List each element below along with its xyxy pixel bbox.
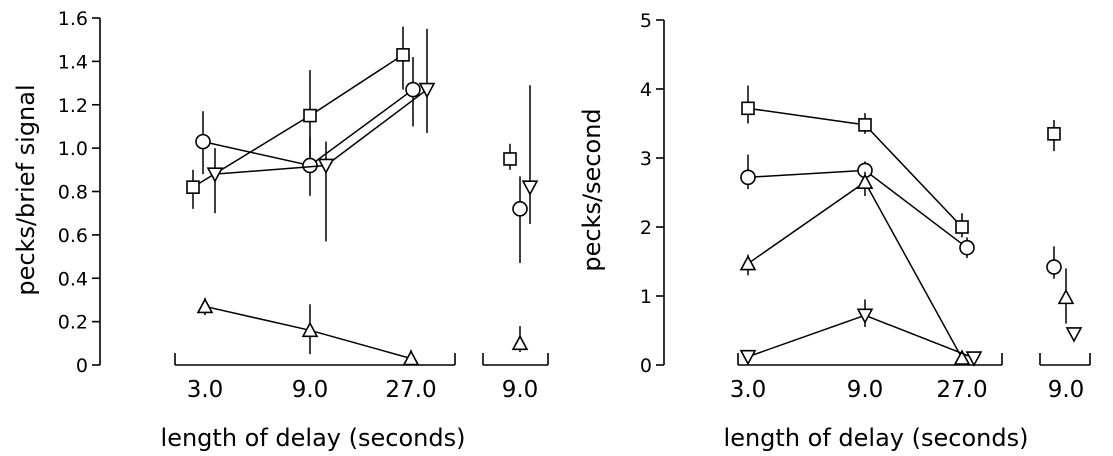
triangle-up-marker: [511, 334, 529, 351]
y-tick-label: 1.6: [58, 8, 88, 30]
square-marker: [955, 220, 969, 234]
circle-marker: [1046, 259, 1062, 275]
y-tick-label: 4: [640, 79, 652, 101]
triangle-up-marker: [1057, 288, 1075, 305]
y-tick-label: 1.4: [58, 51, 88, 73]
triangle-up-marker: [301, 321, 319, 338]
y-tick-label: 5: [640, 10, 652, 32]
y-tick-label: 1: [640, 286, 652, 308]
triangle-down-marker: [206, 167, 224, 183]
square-marker: [858, 118, 872, 132]
circle-marker: [405, 81, 421, 98]
series-line: [747, 169, 968, 249]
square-marker: [741, 101, 755, 116]
series-line: [202, 88, 414, 167]
y-tick-label: 0.2: [58, 312, 88, 334]
triangle-down-marker: [965, 351, 983, 367]
right-panel: pecks/second length of delay (seconds) 0…: [578, 10, 1091, 452]
square-marker: [186, 180, 200, 194]
triangle-up-marker: [402, 349, 420, 366]
y-tick-label: 0: [76, 355, 88, 377]
circle-marker: [959, 239, 975, 256]
y-tick-label: 1.0: [58, 138, 88, 160]
x-tick-label: 27.0: [385, 377, 436, 403]
triangle-down-marker: [739, 349, 757, 366]
square-marker: [503, 152, 517, 166]
x-tick-label: 9.0: [847, 377, 884, 403]
series-line: [747, 314, 975, 359]
y-tick-label: 0: [640, 355, 652, 377]
left-panel: pecks/brief signal length of delay (seco…: [12, 8, 549, 452]
y-tick-label: 0.6: [58, 225, 88, 247]
x-tick-label: 3.0: [730, 377, 767, 403]
right-x-axis-label: length of delay (seconds): [724, 424, 1029, 452]
y-tick-label: 1.2: [58, 95, 88, 117]
y-tick-label: 0.4: [58, 268, 88, 290]
circle-marker: [302, 157, 318, 174]
triangle-down-marker: [418, 82, 436, 99]
circle-marker: [512, 201, 528, 217]
series-line: [747, 107, 963, 228]
triangle-up-marker: [856, 173, 874, 189]
triangle-down-marker: [856, 308, 874, 325]
right-y-axis-label: pecks/second: [578, 108, 606, 271]
x-tick-label: 9.0: [1048, 377, 1085, 403]
square-marker: [396, 48, 410, 62]
x-tick-label: 27.0: [936, 377, 987, 403]
left-x-axis-label: length of delay (seconds): [161, 424, 466, 452]
square-marker: [1047, 127, 1061, 141]
x-tick-label: 9.0: [502, 377, 539, 403]
triangle-up-marker: [196, 297, 214, 314]
triangle-up-marker: [739, 254, 757, 271]
triangle-up-marker: [953, 349, 971, 365]
x-tick-label: 3.0: [187, 377, 224, 403]
left-y-axis-label: pecks/brief signal: [12, 84, 40, 295]
y-tick-label: 0.8: [58, 182, 88, 204]
triangle-down-marker: [1065, 327, 1083, 343]
x-tick-label: 9.0: [292, 377, 329, 403]
triangle-down-marker: [521, 180, 539, 196]
series-line: [747, 181, 963, 359]
square-marker: [303, 108, 317, 123]
y-tick-label: 2: [640, 217, 652, 239]
circle-marker: [195, 133, 211, 150]
triangle-down-marker: [317, 158, 335, 175]
y-tick-label: 3: [640, 148, 652, 170]
circle-marker: [740, 169, 756, 186]
